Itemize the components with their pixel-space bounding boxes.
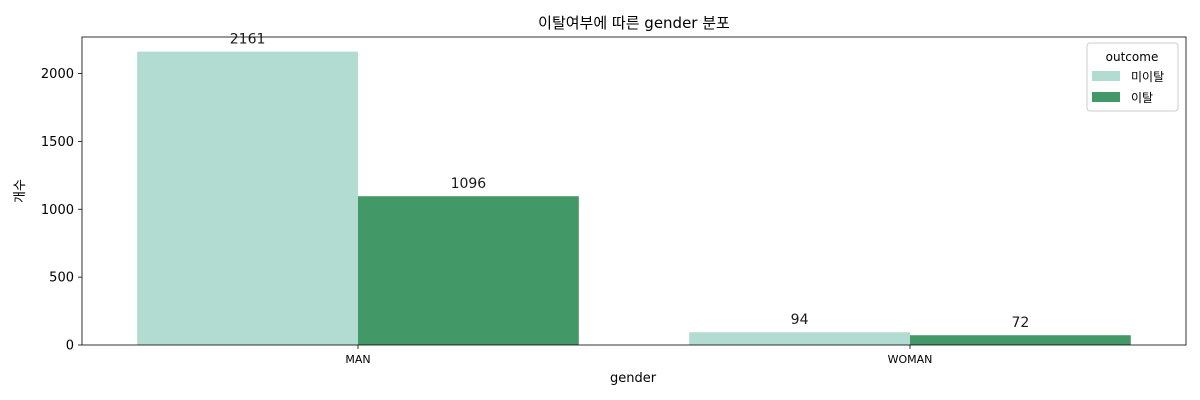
x-tick-label: WOMAN [888,353,933,366]
data-label: 2161 [230,32,266,48]
y-tick-label: 1500 [41,135,74,150]
legend-title: outcome [1106,50,1159,64]
data-label: 1096 [451,176,487,192]
bars-group [137,51,1131,345]
data-labels-group: 2161 94 1096 72 [230,32,1030,332]
x-axis-label: gender [610,371,657,386]
bar-man-series-1 [137,51,358,345]
data-label: 94 [791,312,809,328]
bar-woman-series-1 [689,332,910,345]
chart-title: 이탈여부에 따른 gender 분포 [538,14,730,32]
bar-man-series-2 [358,196,579,345]
legend: outcome 미이탈 이탈 [1086,42,1179,112]
x-axis-ticks: MAN WOMAN [345,345,932,366]
data-label: 72 [1011,315,1029,331]
x-tick-label: MAN [345,353,370,366]
legend-label-non-churn: 미이탈 [1131,70,1164,84]
bar-woman-series-2 [910,335,1131,345]
legend-swatch-churn [1092,92,1120,102]
legend-swatch-non-churn [1092,71,1120,81]
y-tick-label: 2000 [41,67,74,82]
plot-frame [81,36,1187,346]
y-axis-label: 개수 [13,179,28,203]
y-tick-label: 0 [66,339,74,354]
legend-label-churn: 이탈 [1131,91,1153,105]
y-tick-label: 1000 [41,203,74,218]
y-axis-ticks: 0 500 1000 1500 2000 [41,67,82,354]
y-tick-label: 500 [49,271,74,286]
